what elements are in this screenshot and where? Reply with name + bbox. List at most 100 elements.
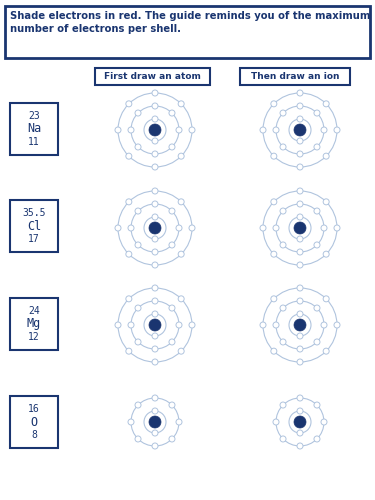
- Circle shape: [178, 296, 184, 302]
- Circle shape: [323, 251, 329, 257]
- Circle shape: [280, 208, 286, 214]
- Circle shape: [297, 430, 303, 436]
- Circle shape: [152, 430, 158, 436]
- Circle shape: [314, 144, 320, 150]
- Circle shape: [297, 214, 303, 220]
- Circle shape: [260, 225, 266, 231]
- Circle shape: [126, 251, 132, 257]
- Circle shape: [115, 225, 121, 231]
- Circle shape: [297, 443, 303, 449]
- Circle shape: [169, 144, 175, 150]
- Text: Then draw an ion: Then draw an ion: [251, 72, 339, 81]
- Circle shape: [135, 242, 141, 248]
- Circle shape: [135, 110, 141, 116]
- Circle shape: [321, 419, 327, 425]
- Circle shape: [176, 322, 182, 328]
- Bar: [10, 103, 58, 155]
- Circle shape: [297, 90, 303, 96]
- Text: 8: 8: [31, 430, 37, 440]
- Text: 24: 24: [28, 306, 40, 316]
- Text: 35.5: 35.5: [22, 208, 46, 218]
- Circle shape: [152, 116, 158, 122]
- Circle shape: [297, 188, 303, 194]
- Circle shape: [152, 408, 158, 414]
- Circle shape: [152, 103, 158, 109]
- Text: O: O: [30, 416, 38, 428]
- Text: First draw an atom: First draw an atom: [104, 72, 201, 81]
- Circle shape: [297, 103, 303, 109]
- Circle shape: [297, 236, 303, 242]
- Circle shape: [135, 305, 141, 311]
- Circle shape: [323, 296, 329, 302]
- Bar: [10, 298, 58, 350]
- Circle shape: [271, 153, 277, 159]
- Circle shape: [152, 311, 158, 317]
- Circle shape: [271, 199, 277, 205]
- Circle shape: [115, 322, 121, 328]
- Circle shape: [314, 305, 320, 311]
- Circle shape: [152, 151, 158, 157]
- Text: Na: Na: [27, 122, 41, 136]
- Circle shape: [169, 110, 175, 116]
- Circle shape: [273, 127, 279, 133]
- Circle shape: [323, 153, 329, 159]
- Circle shape: [126, 199, 132, 205]
- Bar: [95, 68, 210, 85]
- Circle shape: [189, 322, 195, 328]
- Circle shape: [297, 311, 303, 317]
- Circle shape: [314, 208, 320, 214]
- Circle shape: [314, 110, 320, 116]
- Circle shape: [297, 359, 303, 365]
- Circle shape: [280, 339, 286, 345]
- Circle shape: [149, 319, 161, 331]
- Circle shape: [314, 242, 320, 248]
- Circle shape: [334, 127, 340, 133]
- Circle shape: [260, 127, 266, 133]
- Circle shape: [271, 251, 277, 257]
- Circle shape: [297, 138, 303, 144]
- Bar: [10, 396, 58, 448]
- Circle shape: [152, 298, 158, 304]
- Circle shape: [135, 144, 141, 150]
- Circle shape: [135, 436, 141, 442]
- Circle shape: [178, 101, 184, 107]
- Circle shape: [169, 339, 175, 345]
- Bar: [10, 200, 58, 252]
- Circle shape: [297, 395, 303, 401]
- Circle shape: [294, 319, 306, 331]
- Circle shape: [152, 138, 158, 144]
- Circle shape: [334, 225, 340, 231]
- Circle shape: [273, 322, 279, 328]
- Circle shape: [297, 298, 303, 304]
- Circle shape: [294, 416, 306, 428]
- Circle shape: [280, 402, 286, 408]
- Circle shape: [176, 127, 182, 133]
- Circle shape: [169, 208, 175, 214]
- Circle shape: [126, 348, 132, 354]
- Circle shape: [152, 443, 158, 449]
- Circle shape: [314, 402, 320, 408]
- Circle shape: [135, 208, 141, 214]
- Circle shape: [273, 225, 279, 231]
- Circle shape: [176, 225, 182, 231]
- Circle shape: [297, 151, 303, 157]
- Circle shape: [280, 305, 286, 311]
- Circle shape: [128, 322, 134, 328]
- Circle shape: [152, 164, 158, 170]
- Circle shape: [135, 339, 141, 345]
- Bar: [240, 68, 350, 85]
- Text: 12: 12: [28, 332, 40, 342]
- Circle shape: [189, 127, 195, 133]
- Text: 23: 23: [28, 111, 40, 121]
- Circle shape: [128, 419, 134, 425]
- Circle shape: [126, 153, 132, 159]
- Text: 16: 16: [28, 404, 40, 414]
- Circle shape: [280, 144, 286, 150]
- Circle shape: [152, 201, 158, 207]
- Circle shape: [323, 348, 329, 354]
- Circle shape: [152, 236, 158, 242]
- Circle shape: [334, 322, 340, 328]
- Circle shape: [271, 101, 277, 107]
- Circle shape: [321, 322, 327, 328]
- Text: 11: 11: [28, 137, 40, 147]
